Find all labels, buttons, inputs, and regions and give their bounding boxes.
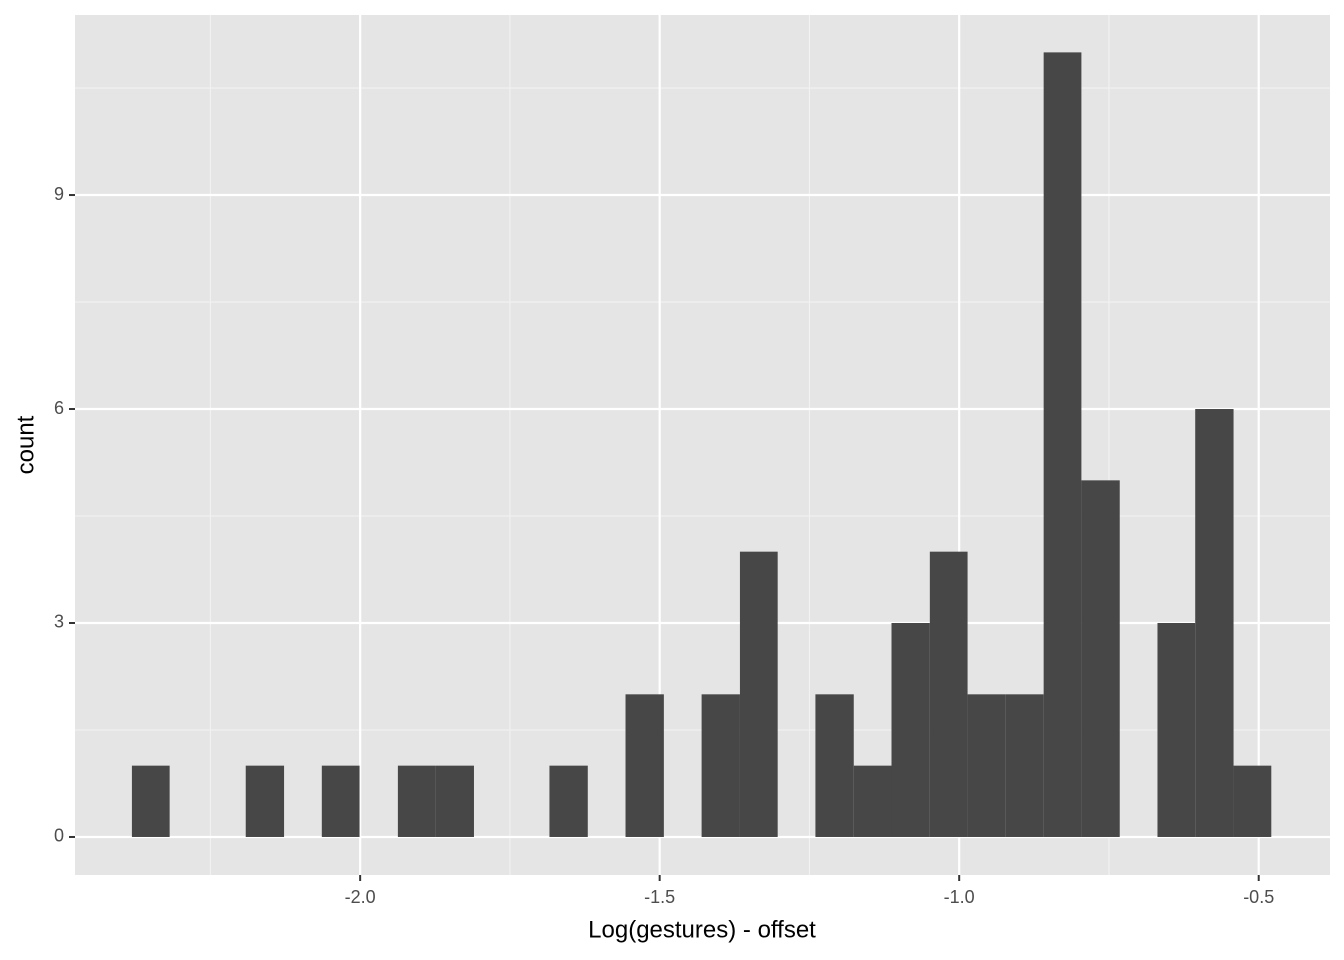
bar	[131, 765, 170, 837]
bar	[815, 694, 854, 837]
x-tick-label: -0.5	[1243, 887, 1274, 907]
bar	[397, 765, 436, 837]
bar	[701, 694, 740, 837]
bar	[891, 622, 930, 837]
bar	[1157, 622, 1196, 837]
x-axis-title: Log(gestures) - offset	[588, 916, 816, 943]
bar	[435, 765, 474, 837]
bar	[1081, 480, 1120, 837]
bar	[929, 551, 968, 837]
y-tick-label: 9	[54, 184, 64, 204]
x-tick-label: -1.0	[944, 887, 975, 907]
x-tick-label: -1.5	[644, 887, 675, 907]
y-tick-label: 0	[54, 826, 64, 846]
bar	[739, 551, 778, 837]
bar	[1005, 694, 1044, 837]
bar	[245, 765, 285, 837]
bar	[967, 694, 1006, 837]
bar	[1233, 765, 1272, 837]
y-tick-label: 3	[54, 612, 64, 632]
bar	[625, 694, 664, 837]
x-tick-label: -2.0	[345, 887, 376, 907]
y-tick-label: 6	[54, 398, 64, 418]
bar	[1195, 409, 1234, 837]
bar	[853, 765, 892, 837]
bar	[321, 765, 360, 837]
y-axis-title: count	[12, 415, 39, 474]
bar	[1043, 52, 1082, 837]
bar	[549, 765, 588, 837]
